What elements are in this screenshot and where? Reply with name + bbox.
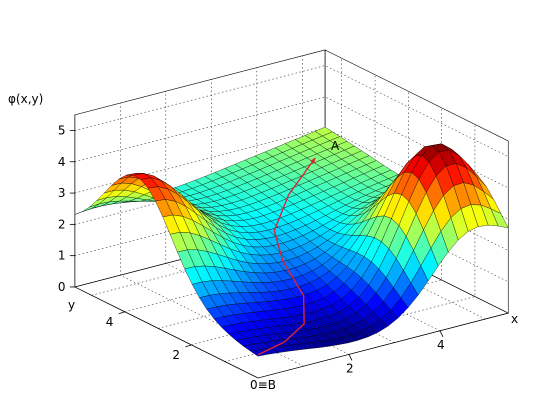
z-tick-label: 4 xyxy=(58,155,66,169)
z-tick-label: 2 xyxy=(58,217,66,231)
y-tick-label: 2 xyxy=(172,348,180,362)
z-tick-label: 0 xyxy=(58,280,66,294)
z-axis-label: φ(x,y) xyxy=(8,92,43,106)
origin-label: 0≡B xyxy=(250,378,276,392)
surface-mesh xyxy=(74,126,509,357)
path-line xyxy=(257,157,316,356)
x-tick-mark xyxy=(439,330,444,337)
y-gridline xyxy=(124,74,376,313)
z-tick-label: 5 xyxy=(58,123,66,137)
axes-ticks: 2 4 2 4 0 1 2 3 4 5 xyxy=(58,114,509,379)
x-tick-label: 4 xyxy=(437,338,445,352)
surface-patch xyxy=(82,203,100,212)
y-gridline xyxy=(91,58,342,296)
point-a-label: A xyxy=(331,139,340,153)
x-tick-mark xyxy=(348,354,353,361)
z-tick-label: 1 xyxy=(58,249,66,263)
y-tick-mark xyxy=(118,311,125,315)
x-axis-label: x xyxy=(511,312,518,326)
y-tick-label: 4 xyxy=(106,315,114,329)
x-axis-line xyxy=(257,312,509,379)
path-curve xyxy=(257,157,316,356)
y-gridline xyxy=(158,91,409,329)
y-axis-label: y xyxy=(68,298,75,312)
path-arrowhead xyxy=(310,157,316,164)
y-axis-line xyxy=(74,286,259,379)
surface-patch xyxy=(250,349,269,357)
y-tick-mark xyxy=(185,344,192,348)
x-tick-label: 2 xyxy=(346,361,354,375)
z-tick-label: 3 xyxy=(58,186,66,200)
